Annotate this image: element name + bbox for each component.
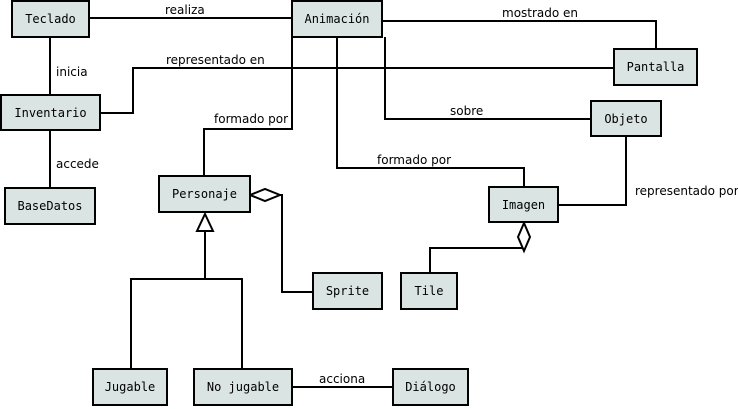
node-sprite-label: Sprite (326, 284, 369, 298)
node-no-jugable[interactable]: No jugable (193, 368, 293, 406)
label-representado-por: representado por (635, 184, 738, 198)
label-formado-por-2: formado por (377, 153, 451, 167)
edge-animacion-pantalla (383, 20, 657, 49)
node-tile[interactable]: Tile (400, 272, 458, 310)
edge-inventario-pantalla (100, 67, 614, 114)
node-animacion-label: Animación (304, 12, 369, 26)
label-mostrado-en: mostrado en (502, 6, 578, 20)
node-pantalla[interactable]: Pantalla (613, 48, 698, 86)
edge-imagen-tile (429, 220, 532, 273)
node-inventario[interactable]: Inventario (0, 94, 101, 131)
label-inicia: inicia (56, 65, 88, 79)
edge-animacion-personaje (203, 37, 293, 176)
label-representado-en: representado en (166, 53, 265, 67)
node-teclado[interactable]: Teclado (11, 0, 90, 38)
node-pantalla-label: Pantalla (627, 60, 685, 74)
edge-objeto-imagen (558, 136, 627, 206)
edge-generalization-personaje (130, 211, 243, 369)
node-objeto[interactable]: Objeto (590, 100, 662, 137)
aggregation-diamond-personaje (247, 187, 283, 203)
edge-personaje-sprite (247, 187, 313, 293)
label-realiza: realiza (165, 3, 205, 17)
label-accede: accede (56, 157, 99, 171)
aggregation-diamond-imagen (516, 220, 532, 254)
node-basedatos[interactable]: BaseDatos (4, 187, 96, 225)
node-inventario-label: Inventario (14, 106, 86, 120)
node-sprite[interactable]: Sprite (312, 272, 383, 310)
node-jugable-label: Jugable (105, 380, 156, 394)
label-sobre: sobre (450, 104, 483, 118)
node-personaje-label: Personaje (172, 187, 237, 201)
node-dialogo-label: Diálogo (405, 380, 456, 394)
edge-animacion-objeto (384, 37, 591, 120)
label-formado-por-1: formado por (214, 112, 288, 126)
node-imagen[interactable]: Imagen (488, 186, 559, 223)
node-dialogo[interactable]: Diálogo (392, 368, 469, 406)
node-basedatos-label: BaseDatos (17, 199, 82, 213)
edge-animacion-imagen (336, 37, 525, 187)
node-jugable[interactable]: Jugable (92, 368, 168, 406)
node-tile-label: Tile (415, 284, 444, 298)
node-objeto-label: Objeto (604, 112, 647, 126)
label-acciona: acciona (319, 372, 365, 386)
node-no-jugable-label: No jugable (207, 380, 279, 394)
node-personaje[interactable]: Personaje (158, 175, 251, 213)
node-animacion[interactable]: Animación (291, 0, 383, 38)
generalization-triangle (195, 211, 215, 232)
node-imagen-label: Imagen (502, 198, 545, 212)
node-teclado-label: Teclado (25, 12, 76, 26)
